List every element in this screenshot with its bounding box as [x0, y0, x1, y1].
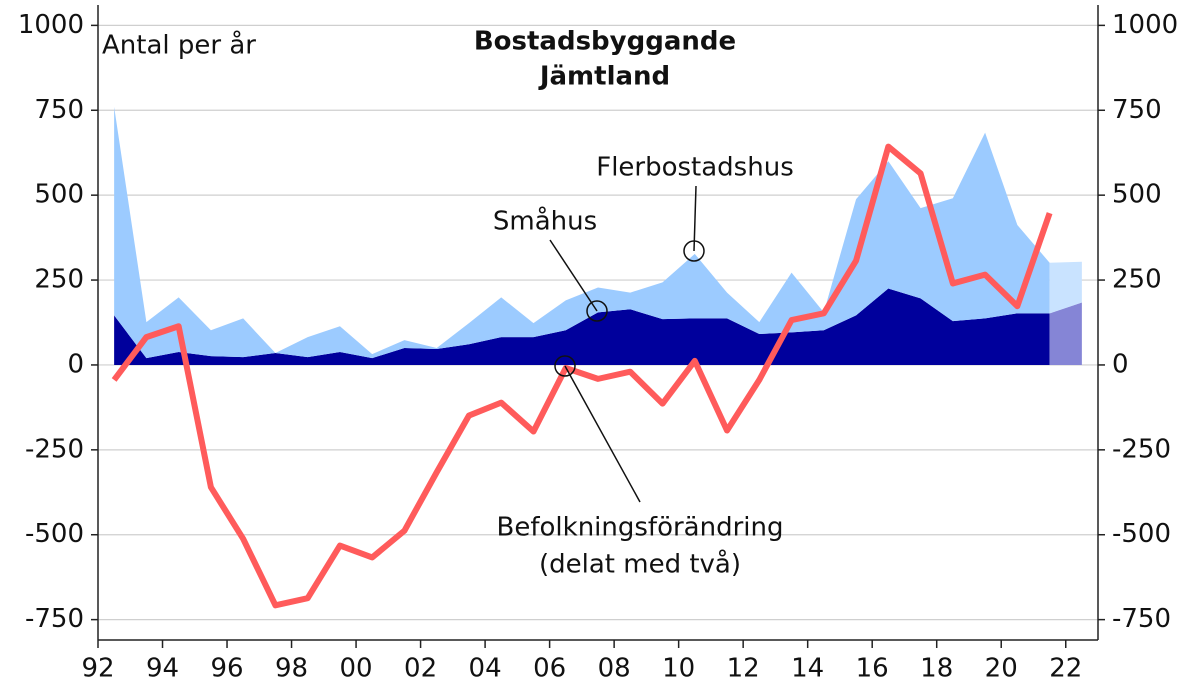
y2-tick-label: 0: [1112, 349, 1129, 379]
x-tick-label: 98: [275, 654, 308, 684]
x-tick-label: 20: [985, 654, 1018, 684]
x-tick-label: 00: [340, 654, 373, 684]
area: [1049, 261, 1082, 314]
y2-tick-label: 750: [1112, 95, 1162, 125]
y-tick-label: 1000: [18, 10, 84, 40]
area: [1049, 302, 1082, 365]
y2-tick-label: 250: [1112, 265, 1162, 295]
x-tick-label: 12: [727, 654, 760, 684]
series-label: Småhus: [493, 206, 597, 237]
y-tick-label: -750: [25, 604, 84, 634]
chart-title: Bostadsbyggande: [474, 27, 736, 57]
x-tick-label: 94: [146, 654, 179, 684]
y-tick-label: 0: [67, 349, 84, 379]
y-axis-label: Antal per år: [102, 30, 256, 61]
y2-tick-label: -250: [1112, 434, 1171, 464]
y2-tick-label: 500: [1112, 180, 1162, 210]
plot-area: [98, 24, 1098, 621]
series-label: (delat med två): [539, 549, 741, 580]
y-tick-label: 250: [34, 265, 84, 295]
leader-line: [549, 239, 598, 312]
x-tick-label: 06: [533, 654, 566, 684]
line: [111, 143, 1053, 609]
y-tick-label: 500: [34, 180, 84, 210]
series-label: Befolkningsförändring: [497, 513, 784, 543]
x-tick-label: 22: [1049, 654, 1082, 684]
leader-line: [693, 185, 697, 252]
x-tick-label: 10: [662, 654, 695, 684]
y2-tick-label: -750: [1112, 604, 1171, 634]
leader-circle: [586, 300, 608, 322]
y2-tick-label: 1000: [1112, 10, 1178, 40]
x-tick-label: 04: [469, 654, 502, 684]
y-tick-label: -500: [25, 519, 84, 549]
leader-circle: [554, 355, 576, 377]
x-tick-label: 02: [404, 654, 437, 684]
y-tick-label: -250: [25, 434, 84, 464]
leader-circle: [683, 240, 705, 262]
area: [114, 288, 1050, 365]
y2-tick-label: -500: [1112, 519, 1171, 549]
x-tick-label: 96: [210, 654, 243, 684]
x-tick-label: 14: [791, 654, 824, 684]
series-label: Flerbostadshus: [596, 153, 794, 183]
y-tick-label: 750: [34, 95, 84, 125]
x-tick-label: 16: [856, 654, 889, 684]
x-tick-label: 92: [81, 654, 114, 684]
x-tick-label: 18: [920, 654, 953, 684]
leader-line: [564, 365, 641, 503]
chart-title: Jämtland: [538, 62, 670, 92]
x-tick-label: 08: [598, 654, 631, 684]
